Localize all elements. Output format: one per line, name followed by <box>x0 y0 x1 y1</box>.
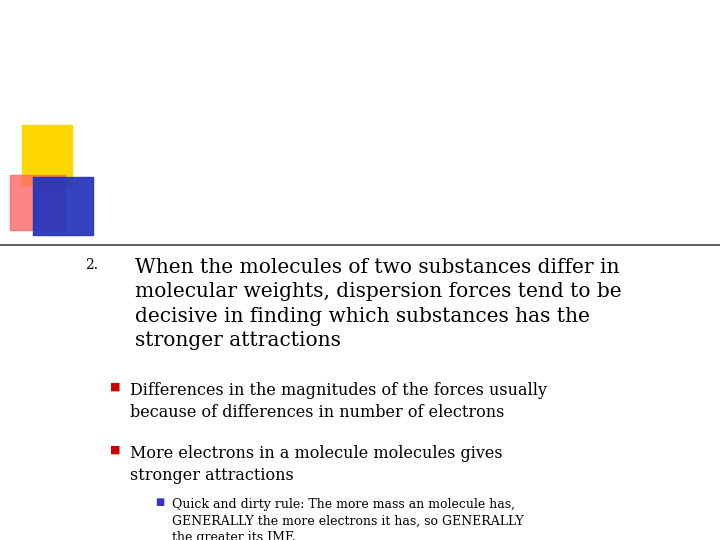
Text: ■: ■ <box>155 498 164 507</box>
Text: When the molecules of two substances differ in
molecular weights, dispersion for: When the molecules of two substances dif… <box>135 258 621 350</box>
Text: ■: ■ <box>110 445 120 455</box>
Text: ■: ■ <box>110 382 120 392</box>
Text: 2.: 2. <box>85 258 98 272</box>
Bar <box>22 125 72 185</box>
Text: Differences in the magnitudes of the forces usually
because of differences in nu: Differences in the magnitudes of the for… <box>130 382 547 421</box>
Text: Quick and dirty rule: The more mass an molecule has,
GENERALLY the more electron: Quick and dirty rule: The more mass an m… <box>172 498 523 540</box>
Bar <box>33 177 93 235</box>
Text: More electrons in a molecule molecules gives
stronger attractions: More electrons in a molecule molecules g… <box>130 445 503 483</box>
Bar <box>10 175 65 230</box>
